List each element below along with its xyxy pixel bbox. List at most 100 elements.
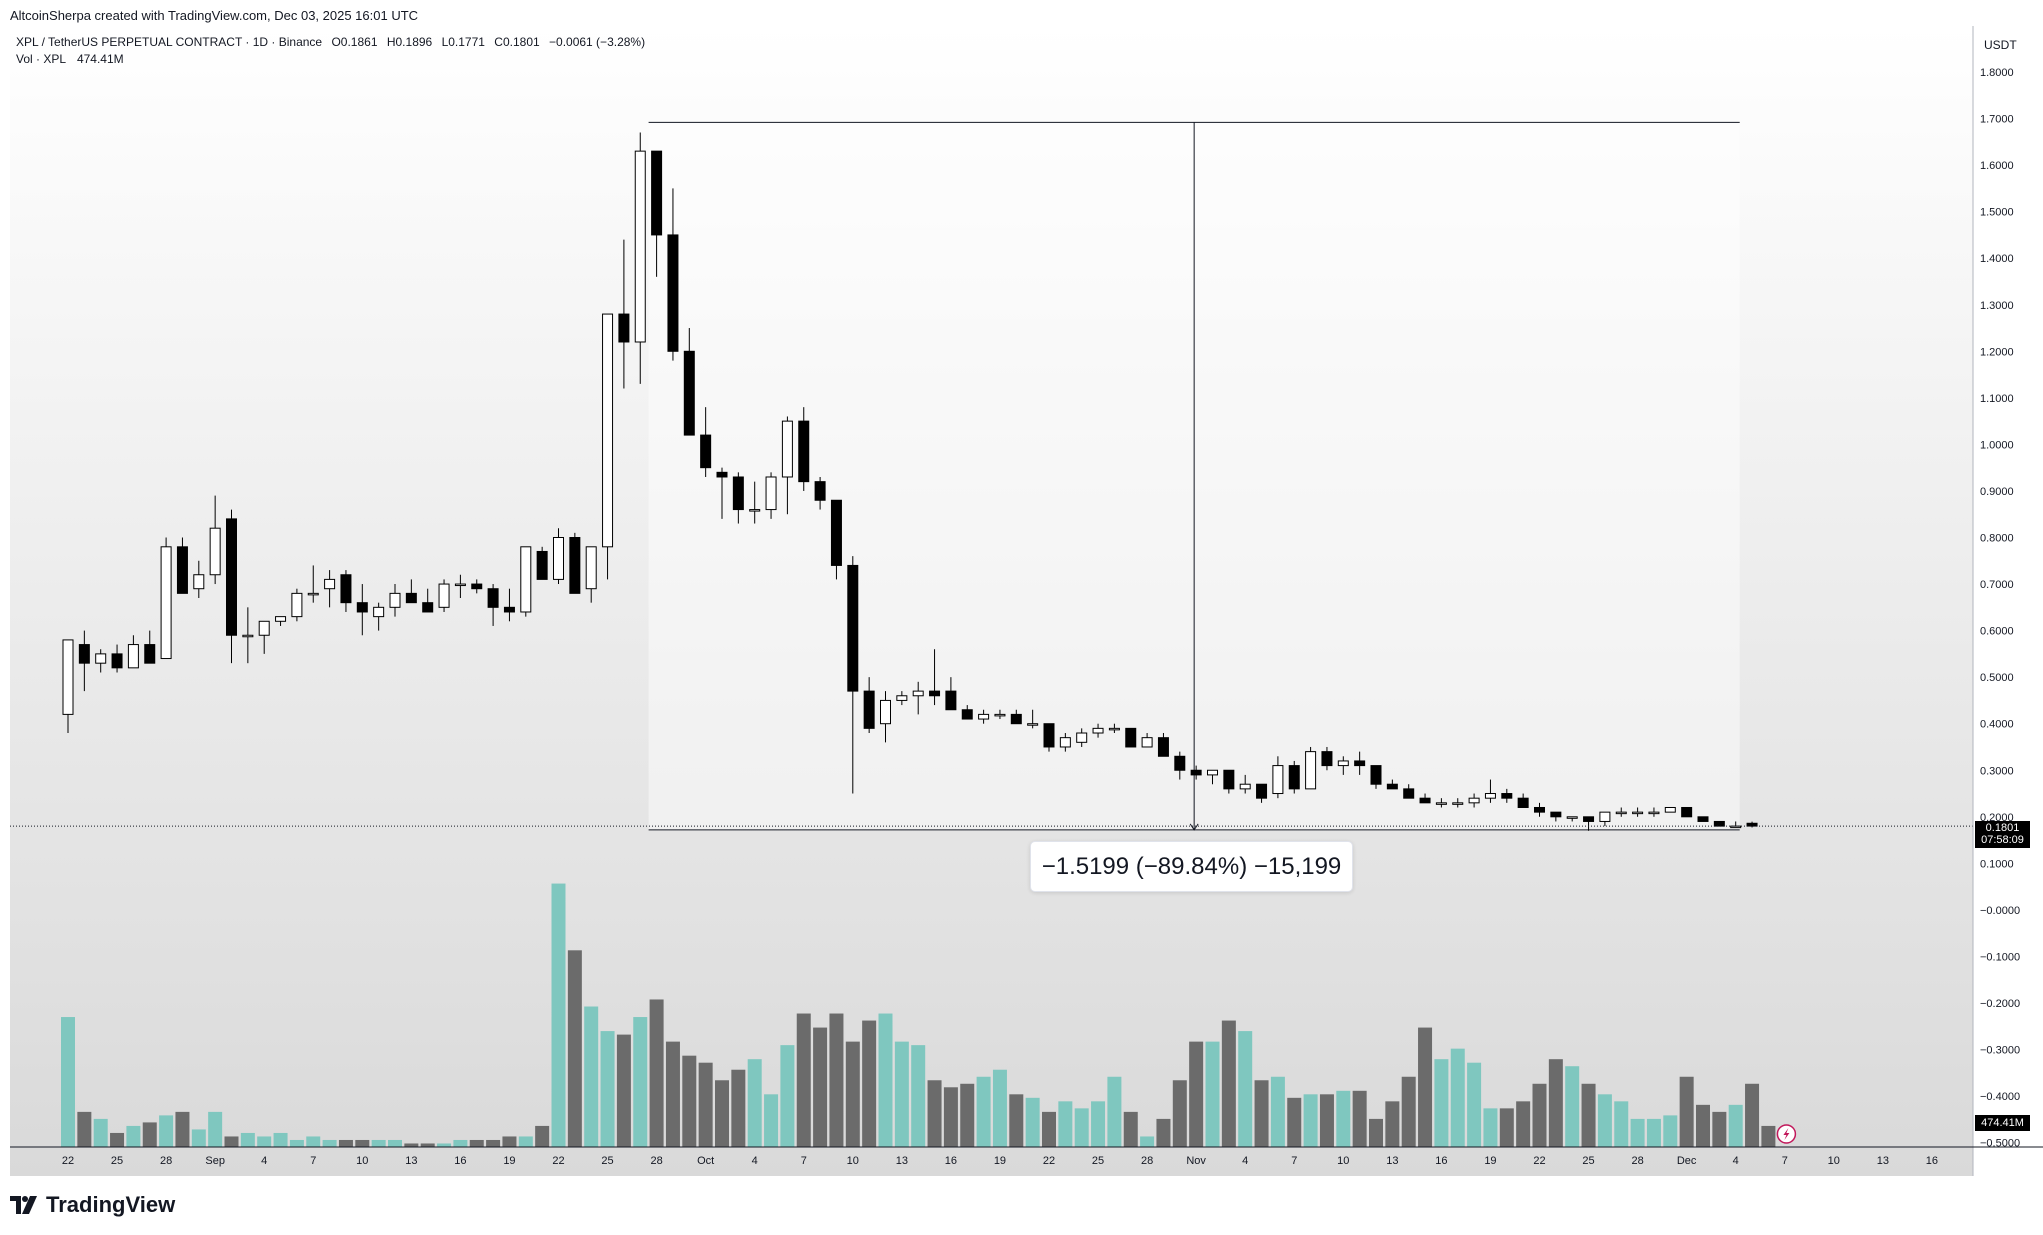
tradingview-wordmark: TradingView — [46, 1192, 176, 1217]
volume-bar — [1467, 1062, 1482, 1147]
candle-body — [732, 476, 744, 511]
price-tick-label: 1.8000 — [1980, 67, 2014, 79]
volume-bar — [1679, 1076, 1694, 1147]
volume-bar — [469, 1139, 484, 1147]
candle-body — [830, 499, 842, 566]
candle-body — [602, 313, 614, 548]
candle-body — [749, 509, 761, 512]
time-tick-label: 10 — [1828, 1155, 1840, 1167]
volume-bar — [1205, 1041, 1220, 1147]
volume-bar — [502, 1136, 517, 1147]
volume-legend: Vol · XPL 474.41M — [16, 52, 124, 66]
candle-body — [896, 695, 908, 701]
candle-body — [1501, 793, 1513, 799]
volume-bar — [1369, 1118, 1383, 1147]
volume-bar — [437, 1143, 452, 1147]
volume-bar — [731, 1069, 746, 1147]
candle-body — [176, 546, 188, 594]
time-tick-label: 7 — [801, 1155, 807, 1167]
volume-bar — [976, 1076, 991, 1147]
price-tick-label: 1.1000 — [1980, 393, 2014, 405]
volume-bar — [1287, 1097, 1302, 1147]
candle-body — [258, 620, 270, 636]
volume-bar — [486, 1139, 501, 1147]
volume-bar — [1254, 1080, 1269, 1147]
time-tick-label: 28 — [650, 1155, 662, 1167]
volume-bar — [1630, 1118, 1645, 1147]
candle-body — [1419, 797, 1431, 804]
candle-body — [1076, 732, 1088, 743]
candle-body — [95, 653, 107, 664]
symbol-title[interactable]: XPL / TetherUS PERPETUAL CONTRACT · 1D ·… — [16, 35, 323, 49]
time-tick-label: 19 — [503, 1155, 515, 1167]
volume-bar — [1091, 1101, 1106, 1147]
volume-bar — [240, 1132, 255, 1147]
volume-bar — [862, 1020, 877, 1147]
price-tick-label: −0.5000 — [1980, 1138, 2020, 1150]
volume-label[interactable]: Vol · XPL — [16, 52, 66, 66]
time-tick-label: 19 — [1484, 1155, 1496, 1167]
currency-unit[interactable]: USDT — [1984, 38, 2017, 52]
change-value: −0.0061 (−3.28%) — [549, 35, 646, 49]
tradingview-logo[interactable]: TradingView — [10, 1192, 175, 1218]
volume-bar — [338, 1139, 353, 1147]
volume-bar — [110, 1132, 125, 1147]
price-tick-label: 0.7000 — [1980, 579, 2014, 591]
volume-bar — [1614, 1101, 1629, 1147]
volume-bar — [927, 1080, 942, 1147]
volume-bar — [567, 950, 582, 1147]
price-tick-label: 0.8000 — [1980, 533, 2014, 545]
candle-body — [1615, 811, 1627, 815]
volume-bar — [289, 1139, 304, 1147]
volume-bar — [715, 1080, 729, 1147]
candle-body — [585, 546, 597, 590]
volume-bar — [1499, 1108, 1514, 1147]
volume-bar — [535, 1125, 550, 1147]
candle-body — [651, 150, 663, 236]
candle-body — [1583, 816, 1595, 822]
volume-bar — [1761, 1125, 1776, 1147]
volume-bar — [698, 1062, 713, 1147]
price-tick-label: 1.3000 — [1980, 300, 2014, 312]
volume-bar — [1123, 1111, 1138, 1147]
volume-bar — [1058, 1101, 1073, 1147]
volume-bar — [1418, 1027, 1433, 1147]
volume-bar — [1548, 1059, 1563, 1147]
candle-body — [814, 481, 826, 501]
price-tick-label: 1.2000 — [1980, 346, 2014, 358]
candle-body — [471, 583, 483, 590]
volume-bar — [1156, 1118, 1171, 1147]
candle-body — [667, 234, 679, 352]
volume-bar — [633, 1017, 648, 1147]
time-tick-label: 10 — [847, 1155, 859, 1167]
candle-body — [765, 476, 777, 511]
price-tick-label: 0.3000 — [1980, 765, 2014, 777]
volume-bar — [1712, 1111, 1727, 1147]
candle-body — [1632, 811, 1644, 815]
candle-body — [373, 606, 385, 618]
volume-bar — [1238, 1031, 1253, 1147]
volume-bar — [355, 1139, 370, 1147]
candle-body — [961, 709, 973, 720]
price-tick-label: −0.1000 — [1980, 951, 2020, 963]
price-tick-label: 1.6000 — [1980, 160, 2014, 172]
measure-tool[interactable] — [648, 121, 1740, 831]
time-tick-label: 4 — [752, 1155, 758, 1167]
candle-body — [553, 537, 564, 580]
time-tick-label: 4 — [261, 1155, 267, 1167]
time-axis[interactable]: 22 25 28 Sep 4 7 10 13 16 19 22 25 28 Oct 4 7 10 13 16 19 22… — [62, 1124, 1938, 1167]
volume-series — [61, 883, 1776, 1147]
candle-body — [226, 518, 237, 636]
volume-bar — [1221, 1020, 1236, 1147]
candle-body — [1746, 822, 1758, 827]
volume-bar — [1401, 1076, 1416, 1147]
candle-body — [716, 471, 728, 478]
volume-bar — [960, 1083, 975, 1147]
candle-body — [389, 592, 401, 608]
volume-bar — [191, 1129, 206, 1147]
candle-body — [1010, 713, 1022, 725]
volume-bar — [1385, 1101, 1400, 1147]
price-axis[interactable]: 1.8000 1.7000 1.6000 1.5000 1.4000 1.3000 1.20… — [1980, 67, 2020, 1150]
candle-body — [144, 644, 156, 664]
